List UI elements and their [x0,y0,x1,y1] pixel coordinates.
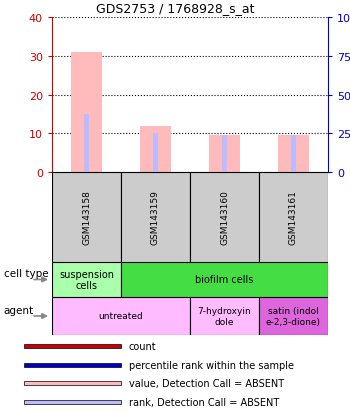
Text: GSM143159: GSM143159 [151,190,160,245]
Text: GSM143160: GSM143160 [220,190,229,245]
Text: agent: agent [4,305,34,315]
Bar [140,126,171,173]
Text: value, Detection Call = ABSENT: value, Detection Call = ABSENT [129,378,284,388]
Bar [153,134,158,173]
Text: 7-hydroxyin
dole: 7-hydroxyin dole [198,306,251,326]
Bar [71,53,102,173]
Bar [190,297,259,335]
Bar [52,297,190,335]
Bar [24,400,121,404]
Bar [209,136,240,173]
Text: cell type: cell type [4,268,48,279]
Bar [259,173,328,262]
Bar [52,173,121,262]
Bar [222,136,227,173]
Bar [84,114,89,173]
Bar [121,262,328,297]
Bar [121,173,190,262]
Bar [259,297,328,335]
Bar [278,136,309,173]
Text: GSM143158: GSM143158 [82,190,91,245]
Bar [291,136,296,173]
Bar [24,363,121,367]
Bar [24,344,121,349]
Text: GSM143161: GSM143161 [289,190,298,245]
Text: GDS2753 / 1768928_s_at: GDS2753 / 1768928_s_at [96,2,254,15]
Text: rank, Detection Call = ABSENT: rank, Detection Call = ABSENT [129,397,279,407]
Bar [52,262,121,297]
Bar [190,173,259,262]
Text: untreated: untreated [99,312,144,321]
Bar [24,381,121,385]
Text: percentile rank within the sample: percentile rank within the sample [129,360,294,370]
Text: satin (indol
e-2,3-dione): satin (indol e-2,3-dione) [266,306,321,326]
Text: count: count [129,342,156,351]
Text: biofilm cells: biofilm cells [195,275,254,285]
Text: suspension
cells: suspension cells [59,269,114,291]
